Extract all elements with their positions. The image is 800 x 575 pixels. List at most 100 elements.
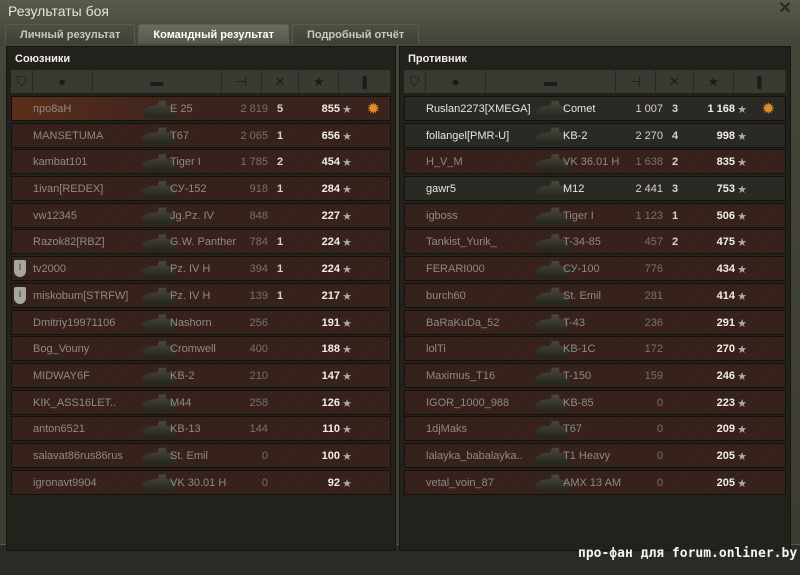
player-row[interactable]: 1ivan[REDEX] СУ-152 918 1 284 ★ — [11, 176, 391, 202]
player-name: Ruslan2273[XMEGA] — [426, 103, 531, 115]
tab-team-result[interactable]: Командный результат — [138, 24, 289, 44]
star-icon: ★ — [342, 130, 352, 143]
star-icon: ★ — [342, 397, 352, 410]
player-row[interactable]: lolTi KB-1C 172 270 ★ — [404, 336, 786, 362]
damage-value: 918 — [249, 183, 268, 196]
player-row[interactable]: salavat86rus86rus St. Emil 0 100 ★ — [11, 442, 391, 468]
player-row[interactable]: vw12345 Jg.Pz. IV 848 227 ★ — [11, 202, 391, 228]
tank-icon[interactable]: ▬ — [486, 70, 616, 93]
tank-name: T-34-85 — [563, 236, 601, 249]
player-icon[interactable]: ● — [33, 70, 93, 93]
tab-bar: Личный результат Командный результат Под… — [5, 24, 420, 44]
tank-name: AMX 13 AM — [563, 476, 622, 489]
player-row[interactable]: gawr5 M12 2 441 3 753 ★ — [404, 176, 786, 202]
player-name: про8аН — [33, 103, 72, 115]
player-name: salavat86rus86rus — [33, 449, 123, 462]
damage-icon[interactable]: ⊣ — [616, 70, 656, 93]
tank-name: СУ-100 — [563, 263, 600, 276]
player-row[interactable]: burch60 St. Emil 281 414 ★ — [404, 282, 786, 308]
tank-icon[interactable]: ▬ — [93, 70, 222, 93]
player-row[interactable]: igronavt9904 VK 30.01 H 0 92 ★ — [11, 469, 391, 495]
player-row[interactable]: anton6521 KB-13 144 110 ★ — [11, 416, 391, 442]
tank-name: KB-2 — [170, 369, 195, 382]
star-icon: ★ — [737, 290, 747, 303]
star-icon: ★ — [737, 397, 747, 410]
player-icon[interactable]: ● — [426, 70, 486, 93]
player-name: anton6521 — [33, 423, 85, 436]
allies-header: ⛉ ● ▬ ⊣ ✕ ★ ❚ — [11, 70, 392, 93]
damage-value: 0 — [656, 449, 663, 462]
player-row[interactable]: IGOR_1000_988 KB-85 0 223 ★ — [404, 389, 786, 415]
experience-value: 284 — [321, 183, 340, 196]
kills-icon[interactable]: ✕ — [656, 70, 694, 93]
player-name: lolTi — [426, 343, 446, 356]
tab-personal-result[interactable]: Личный результат — [5, 24, 136, 44]
tank-name: KB-85 — [563, 396, 594, 409]
tank-name: KB-1C — [563, 343, 596, 356]
experience-value: 855 — [321, 103, 340, 115]
player-name: H_V_M — [426, 156, 463, 169]
experience-value: 835 — [716, 156, 735, 169]
platoon-icon[interactable]: ⛉ — [11, 70, 33, 93]
player-row[interactable]: Tankist_Yurik_ T-34-85 457 2 475 ★ — [404, 229, 786, 255]
kills-value: 1 — [277, 263, 284, 276]
player-name: follangel[PMR-U] — [426, 129, 510, 142]
damage-value: 848 — [249, 209, 268, 222]
player-row[interactable]: vetal_voin_87 AMX 13 AM 0 205 ★ — [404, 469, 786, 495]
medal-icon[interactable]: ✹ — [366, 101, 380, 118]
medal-icon[interactable]: ✹ — [761, 101, 775, 118]
player-row[interactable]: 1djMaks T67 0 209 ★ — [404, 416, 786, 442]
close-icon[interactable]: ✕ — [778, 0, 792, 17]
star-icon: ★ — [737, 317, 747, 330]
player-row[interactable]: BaRaKuDa_52 T-43 236 291 ★ — [404, 309, 786, 335]
player-row[interactable]: H_V_M VK 36.01 H 1 638 2 835 ★ — [404, 149, 786, 175]
player-name: KIK_ASS16LET.. — [33, 396, 117, 409]
player-row[interactable]: про8аН E 25 2 819 5 855 ★ ✹ — [11, 96, 391, 121]
damage-icon[interactable]: ⊣ — [222, 70, 262, 93]
damage-value: 1 123 — [635, 209, 663, 222]
platoon-icon[interactable]: ⛉ — [404, 70, 426, 93]
experience-value: 224 — [321, 236, 340, 249]
player-row[interactable]: KIK_ASS16LET.. M44 258 126 ★ — [11, 389, 391, 415]
player-row[interactable]: follangel[PMR-U] KB-2 2 270 4 998 ★ — [404, 122, 786, 148]
star-icon: ★ — [737, 344, 747, 357]
allies-panel: Союзники ⛉ ● ▬ ⊣ ✕ ★ ❚ про8аН E 25 2 819 5 855 ★ ✹ MA… — [6, 46, 396, 551]
damage-value: 776 — [644, 263, 663, 276]
player-row[interactable]: Dmitriy19971106 Nashorn 256 191 ★ — [11, 309, 391, 335]
medal-icon[interactable]: ❚ — [339, 70, 392, 93]
star-icon: ★ — [737, 157, 747, 170]
experience-star-icon[interactable]: ★ — [694, 70, 734, 93]
experience-value: 191 — [321, 316, 340, 329]
damage-value: 139 — [249, 289, 268, 302]
player-row[interactable]: Maximus_T16 T-150 159 246 ★ — [404, 362, 786, 388]
kills-icon[interactable]: ✕ — [262, 70, 300, 93]
player-name: gawr5 — [426, 183, 456, 196]
experience-star-icon[interactable]: ★ — [299, 70, 340, 93]
player-row[interactable]: Bog_Vouny Cromwell 400 188 ★ — [11, 336, 391, 362]
experience-value: 224 — [321, 263, 340, 276]
player-row[interactable]: Ruslan2273[XMEGA] Comet 1 007 3 1 168 ★ ✹ — [404, 96, 786, 121]
watermark: про-фан для forum.onliner.by — [578, 546, 798, 561]
damage-value: 281 — [644, 289, 663, 302]
player-row[interactable]: lalayka_babalayka.. T1 Heavy 0 205 ★ — [404, 442, 786, 468]
experience-value: 217 — [321, 289, 340, 302]
kills-value: 3 — [672, 183, 679, 196]
player-row[interactable]: kambat101 Tiger I 1 785 2 454 ★ — [11, 149, 391, 175]
damage-value: 1 638 — [635, 156, 663, 169]
kills-value: 1 — [277, 129, 284, 142]
experience-value: 92 — [327, 476, 340, 489]
player-row[interactable]: FERARI000 СУ-100 776 434 ★ — [404, 256, 786, 282]
player-row[interactable]: MANSETUMA T67 2 065 1 656 ★ — [11, 122, 391, 148]
player-row[interactable]: Razok82[RBZ] G.W. Panther 784 1 224 ★ — [11, 229, 391, 255]
player-row[interactable]: MIDWAY6F KB-2 210 147 ★ — [11, 362, 391, 388]
tank-name: T-43 — [563, 316, 586, 329]
experience-value: 414 — [716, 289, 735, 302]
tab-detailed-report[interactable]: Подробный отчёт — [291, 24, 420, 44]
player-row[interactable]: igboss Tiger I 1 123 1 506 ★ — [404, 202, 786, 228]
star-icon: ★ — [342, 424, 352, 437]
medal-icon[interactable]: ❚ — [734, 70, 786, 93]
tank-name: VK 30.01 H — [170, 476, 227, 489]
damage-value: 2 270 — [635, 129, 663, 142]
